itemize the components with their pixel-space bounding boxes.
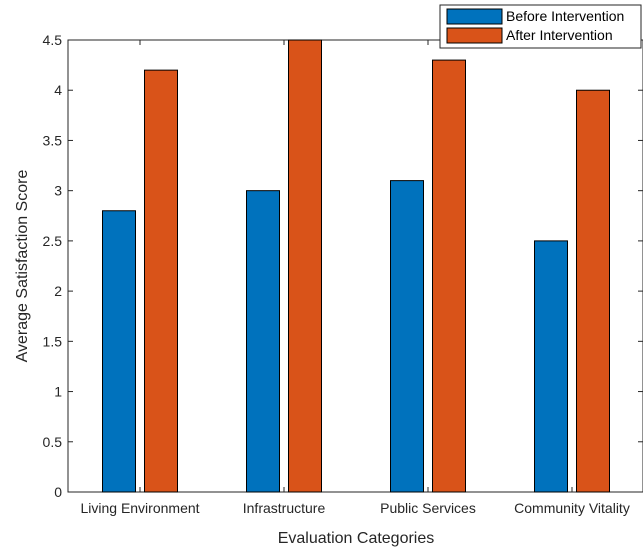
- bar-after-public-services: [432, 59, 466, 493]
- y-tick-label: 1: [54, 384, 62, 400]
- y-tick-label: 4: [54, 82, 62, 98]
- bar-after-community-vitality: [576, 89, 610, 493]
- bar-before-community-vitality: [534, 240, 568, 493]
- bars: [102, 39, 610, 493]
- y-tick-label: 0.5: [43, 434, 63, 450]
- x-tick-label: Community Vitality: [514, 500, 630, 516]
- bar-after-infrastructure: [288, 39, 322, 493]
- x-tick-label: Public Services: [380, 500, 476, 516]
- x-tick-label: Living Environment: [80, 500, 199, 516]
- legend-label: Before Intervention: [506, 8, 624, 24]
- y-axis-ticks: 0 0.5 1 1.5 2 2.5 3 3.5 4 4.5: [43, 32, 643, 500]
- y-axis-label: Average Satisfaction Score: [14, 170, 31, 363]
- y-tick-label: 4.5: [43, 32, 63, 48]
- y-tick-label: 3.5: [43, 132, 63, 148]
- y-tick-label: 1.5: [43, 333, 63, 349]
- y-tick-label: 0: [54, 484, 62, 500]
- x-axis-ticks: Living Environment Infrastructure Public S…: [80, 40, 630, 516]
- y-tick-label: 2: [54, 283, 62, 299]
- bar-before-living-environment: [102, 210, 136, 493]
- bar-after-living-environment: [144, 69, 178, 493]
- legend: Before Intervention After Intervention: [439, 4, 642, 49]
- legend-swatch: [446, 27, 503, 44]
- bar-before-infrastructure: [246, 190, 280, 493]
- legend-swatch: [446, 8, 503, 25]
- legend-label: After Intervention: [506, 27, 613, 43]
- x-tick-label: Infrastructure: [243, 500, 326, 516]
- y-tick-label: 3: [54, 183, 62, 199]
- bar-before-public-services: [390, 180, 424, 493]
- x-axis-label: Evaluation Categories: [278, 530, 435, 547]
- y-tick-label: 2.5: [43, 233, 63, 249]
